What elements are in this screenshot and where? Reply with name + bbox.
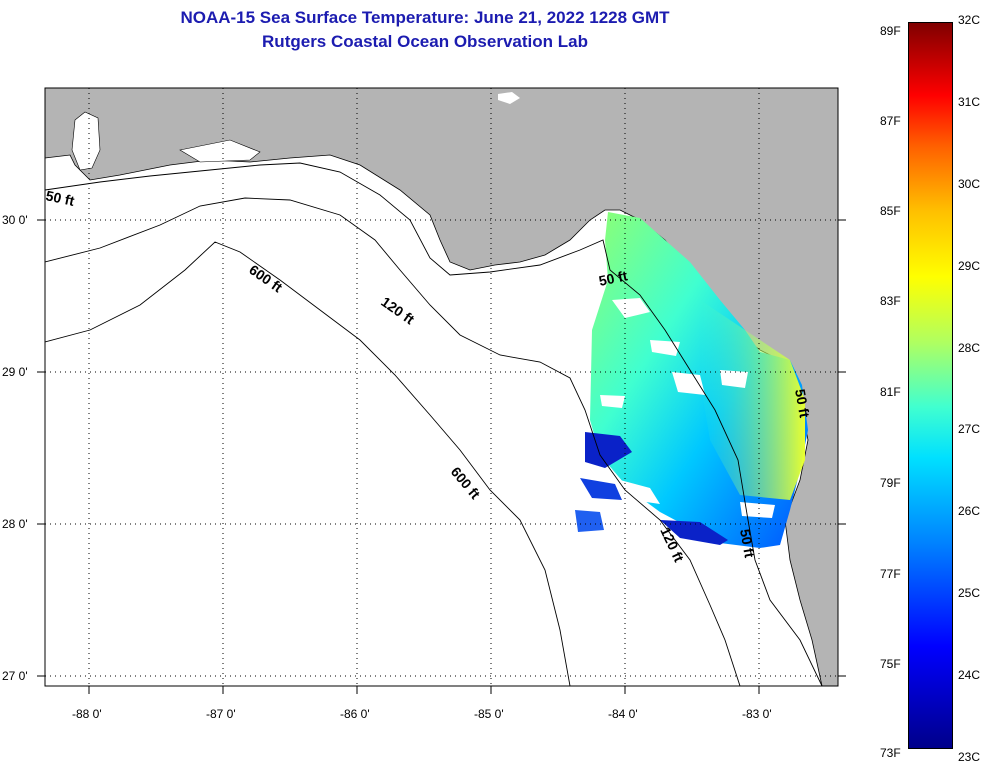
colorbar-f-label: 79F — [880, 476, 901, 490]
axis-ticks — [37, 219, 846, 694]
map-title: NOAA-15 Sea Surface Temperature: June 21… — [180, 8, 670, 27]
colorbar-c-label: 27C — [958, 422, 981, 436]
colorbar-c-label: 29C — [958, 259, 981, 273]
depth-label-50ft: 50 ft — [44, 187, 76, 209]
colorbar-c-label: 24C — [958, 668, 981, 682]
lat-tick-label: 29 0' — [2, 365, 28, 379]
lake-area — [498, 92, 520, 104]
colorbar-c-label: 31C — [958, 95, 981, 109]
graticule — [45, 88, 838, 686]
colorbar-f-label: 89F — [880, 24, 901, 38]
sst-data — [575, 212, 808, 548]
lon-tick-label: -86 0' — [340, 707, 370, 721]
colorbar-f-label: 75F — [880, 657, 901, 671]
contour-50ft — [45, 162, 823, 686]
colorbar-f-label: 85F — [880, 204, 901, 218]
depth-label-50ft: 50 ft — [792, 388, 813, 419]
lon-tick-label: -84 0' — [608, 707, 638, 721]
lat-tick-label: 27 0' — [2, 669, 28, 683]
colorbar-c-label: 25C — [958, 586, 981, 600]
colorbar-c-label: 26C — [958, 504, 981, 518]
lon-tick-label: -83 0' — [742, 707, 772, 721]
depth-label-50ft: 50 ft — [737, 528, 758, 559]
lat-tick-label: 30 0' — [2, 213, 28, 227]
bay-area — [179, 139, 261, 163]
colorbar-c-label: 28C — [958, 341, 981, 355]
bay-area — [71, 111, 101, 171]
colorbar-f-label: 81F — [880, 385, 901, 399]
colorbar-c-label: 32C — [958, 13, 981, 27]
lon-tick-label: -88 0' — [72, 707, 102, 721]
contour-600ft — [45, 241, 571, 686]
depth-label-50ft: 50 ft — [597, 267, 629, 289]
colorbar-f-label: 87F — [880, 114, 901, 128]
colorbar-f-label: 77F — [880, 567, 901, 581]
colorbar-f-label: 83F — [880, 294, 901, 308]
lon-tick-label: -87 0' — [206, 707, 236, 721]
lon-tick-label: -85 0' — [474, 707, 504, 721]
contour-120ft — [45, 197, 741, 686]
temperature-colorbar — [908, 22, 953, 749]
lat-tick-label: 28 0' — [2, 517, 28, 531]
map-subtitle: Rutgers Coastal Ocean Observation Lab — [262, 32, 588, 51]
colorbar-c-label: 30C — [958, 177, 981, 191]
colorbar-c-label: 23C — [958, 750, 981, 764]
colorbar-f-label: 73F — [880, 746, 901, 760]
